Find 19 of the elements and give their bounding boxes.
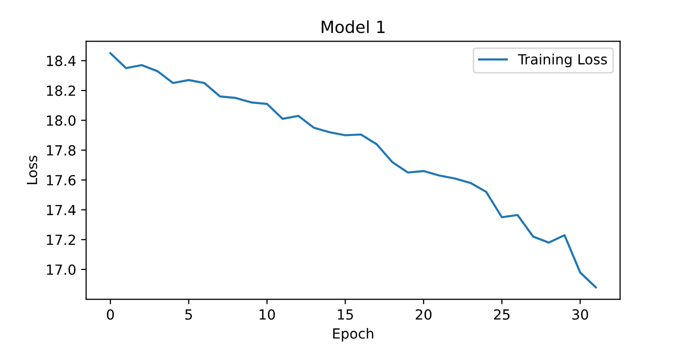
x-tick-label: 5 <box>185 309 192 320</box>
y-tick-label: 17.0 <box>47 264 76 275</box>
chart-title: Model 1 <box>322 20 385 34</box>
y-tick-label: 18.0 <box>47 115 76 126</box>
y-tick-label: 17.8 <box>47 145 76 156</box>
x-tick-label: 0 <box>106 309 114 320</box>
x-tick-label: 15 <box>338 309 353 320</box>
x-tick-label: 10 <box>260 309 275 320</box>
legend-label: Training Loss <box>518 54 607 68</box>
y-tick-label: 17.2 <box>47 234 76 245</box>
y-tick-label: 18.2 <box>47 85 76 96</box>
y-tick-label: 18.4 <box>47 56 76 66</box>
y-tick-label: 17.6 <box>47 174 76 186</box>
x-tick-label: 25 <box>494 309 510 320</box>
x-tick-label: 20 <box>416 309 432 320</box>
x-tick-label: 30 <box>572 309 588 320</box>
y-axis-title: Loss <box>26 156 38 184</box>
y-tick-label: 17.4 <box>47 204 76 216</box>
x-axis-title: Epoch <box>333 328 374 342</box>
